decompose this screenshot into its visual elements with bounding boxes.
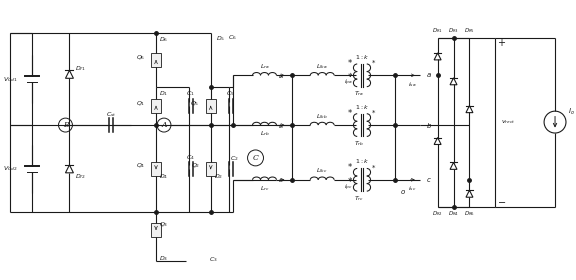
Text: $L_{lkb}$: $L_{lkb}$ [316, 112, 328, 121]
Text: $C_3$: $C_3$ [209, 255, 218, 264]
Text: $1:k$: $1:k$ [355, 103, 369, 111]
Text: $D_{R4}$: $D_{R4}$ [448, 209, 459, 218]
Text: $C_{st}$: $C_{st}$ [106, 110, 116, 118]
Text: $L_{rb}$: $L_{rb}$ [260, 130, 270, 139]
Text: $1:k$: $1:k$ [355, 53, 369, 61]
Bar [206, 99, 216, 113]
Text: $L_{lka}$: $L_{lka}$ [316, 62, 328, 71]
Text: $Q_6$: $Q_6$ [136, 53, 145, 62]
Text: $i_B$: $i_B$ [278, 122, 285, 130]
Text: $D_4$: $D_4$ [160, 172, 169, 181]
Text: $v_{rect}$: $v_{rect}$ [501, 118, 516, 126]
Text: $D_{R5}$: $D_{R5}$ [464, 26, 475, 35]
Text: $D_1$: $D_1$ [160, 89, 169, 98]
Text: $D_3$: $D_3$ [160, 254, 169, 263]
Text: $T_{rb}$: $T_{rb}$ [354, 139, 364, 148]
Text: $L_{ra}$: $L_{ra}$ [260, 62, 270, 71]
Text: $C_1$: $C_1$ [187, 89, 195, 98]
Text: $a$: $a$ [426, 71, 431, 79]
Text: $T_{ra}$: $T_{ra}$ [354, 89, 364, 98]
Text: $b$: $b$ [426, 121, 432, 130]
Text: $i_{sc}$: $i_{sc}$ [408, 184, 416, 193]
Bar [151, 99, 161, 113]
Text: $V_{Cd1}$: $V_{Cd1}$ [3, 75, 18, 84]
Text: $Q_5$: $Q_5$ [191, 99, 200, 108]
Text: $V_{Cd2}$: $V_{Cd2}$ [3, 164, 18, 173]
Text: $C_6$: $C_6$ [228, 33, 237, 42]
Text: $I_o$: $I_o$ [567, 107, 574, 117]
Bar [151, 162, 161, 176]
Text: $L_{rc}$: $L_{rc}$ [260, 184, 270, 193]
Text: $D_2$: $D_2$ [214, 172, 223, 181]
Text: $D_{R6}$: $D_{R6}$ [464, 209, 475, 218]
Text: $o$: $o$ [400, 188, 406, 196]
Text: $D_5$: $D_5$ [216, 34, 225, 43]
Text: $*$: $*$ [371, 162, 376, 171]
Text: $i_{sa}$: $i_{sa}$ [408, 80, 416, 89]
Text: $D_{f1}$: $D_{f1}$ [75, 64, 86, 73]
Text: $D_6$: $D_6$ [160, 35, 169, 44]
Text: $C_5$: $C_5$ [226, 89, 235, 98]
Text: $D_{R2}$: $D_{R2}$ [432, 209, 443, 218]
Text: $-$: $-$ [497, 197, 506, 206]
Text: A: A [161, 121, 166, 129]
Text: $C_4$: $C_4$ [187, 153, 195, 162]
Text: B: B [63, 121, 69, 129]
Text: C: C [253, 154, 259, 162]
Text: $L_{lkc}$: $L_{lkc}$ [316, 166, 328, 175]
Text: $i_{pc}$: $i_{pc}$ [344, 183, 353, 193]
Text: $*$: $*$ [371, 108, 376, 116]
Bar [206, 162, 216, 176]
Bar [151, 53, 161, 67]
Text: $Q_3$: $Q_3$ [160, 220, 169, 229]
Text: $*$: $*$ [371, 58, 376, 66]
Text: $D_{f2}$: $D_{f2}$ [75, 172, 86, 181]
Text: $Q_2$: $Q_2$ [191, 162, 200, 170]
Text: $i_A$: $i_A$ [278, 72, 285, 81]
Text: $T_{rc}$: $T_{rc}$ [354, 194, 364, 202]
Text: $*$: $*$ [347, 58, 353, 66]
Text: $+$: $+$ [497, 37, 506, 48]
Text: $Q_4$: $Q_4$ [136, 162, 145, 170]
Text: $1:k$: $1:k$ [355, 157, 369, 165]
Text: $i_C$: $i_C$ [278, 176, 285, 185]
Text: $*$: $*$ [347, 108, 353, 116]
Text: $*$: $*$ [347, 162, 353, 171]
Text: $C_2$: $C_2$ [230, 155, 239, 163]
Text: $D_{R1}$: $D_{R1}$ [432, 26, 443, 35]
Text: $Q_1$: $Q_1$ [136, 99, 145, 108]
Text: $i_{pa}$: $i_{pa}$ [344, 78, 353, 88]
Text: $D_{R3}$: $D_{R3}$ [448, 26, 459, 35]
Text: $c$: $c$ [426, 176, 431, 184]
Bar [151, 223, 161, 237]
